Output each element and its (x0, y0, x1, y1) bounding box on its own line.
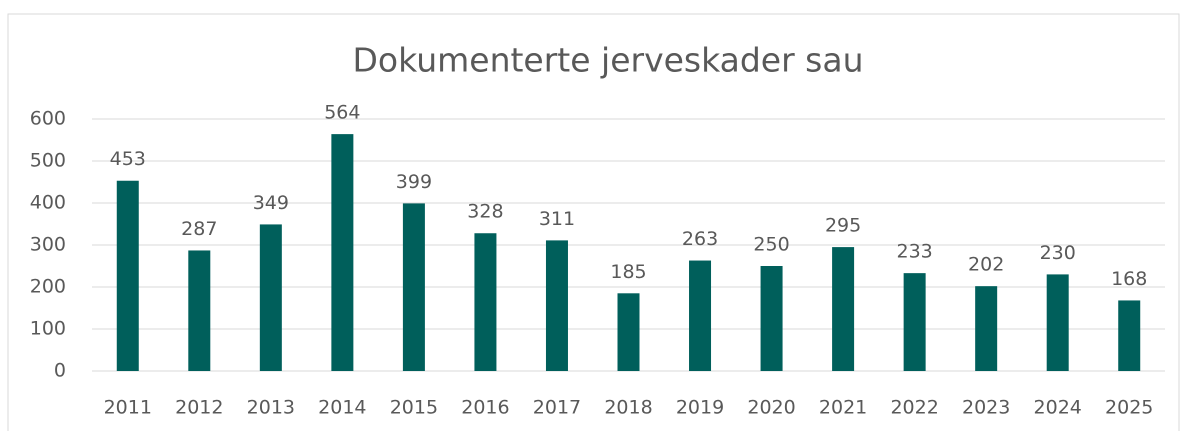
data-label: 453 (110, 148, 146, 170)
bar (402, 203, 425, 371)
x-tick-label: 2021 (819, 397, 867, 419)
x-tick-label: 2018 (604, 397, 652, 419)
data-label: 311 (539, 208, 575, 230)
data-label: 399 (396, 171, 432, 193)
x-tick-label: 2016 (461, 397, 509, 419)
x-tick-label: 2015 (390, 397, 438, 419)
data-label: 263 (682, 228, 718, 250)
data-label: 233 (897, 241, 933, 263)
y-tick-label: 500 (30, 150, 66, 172)
bar (832, 247, 855, 371)
data-label: 202 (968, 254, 1004, 276)
data-label: 349 (253, 192, 289, 214)
x-tick-label: 2017 (533, 397, 581, 419)
x-tick-label: 2023 (962, 397, 1010, 419)
y-tick-label: 600 (30, 108, 66, 130)
data-label: 295 (825, 215, 861, 237)
data-label: 250 (753, 234, 789, 256)
bar (188, 250, 211, 371)
bar (760, 266, 783, 371)
y-tick-label: 100 (30, 318, 66, 340)
chart-title: Dokumenterte jerveskader sau (353, 41, 864, 80)
x-tick-label: 2013 (247, 397, 295, 419)
bar (1046, 274, 1069, 371)
x-tick-label: 2012 (175, 397, 223, 419)
bar (474, 233, 497, 371)
bar (617, 293, 640, 371)
x-tick-label: 2019 (676, 397, 724, 419)
y-tick-label: 300 (30, 234, 66, 256)
data-label: 230 (1040, 242, 1076, 264)
data-label: 185 (610, 261, 646, 283)
x-tick-label: 2025 (1105, 397, 1153, 419)
bar (975, 286, 998, 371)
data-label: 328 (467, 201, 503, 223)
y-tick-label: 400 (30, 192, 66, 214)
bar (903, 273, 926, 371)
bar (1118, 300, 1141, 371)
data-label: 168 (1111, 268, 1147, 290)
y-tick-label: 0 (54, 360, 66, 382)
bar (545, 240, 568, 371)
data-label: 287 (181, 218, 217, 240)
y-tick-label: 200 (30, 276, 66, 298)
bar (689, 260, 712, 371)
data-label: 564 (324, 102, 360, 124)
x-tick-label: 2011 (104, 397, 152, 419)
bar (259, 224, 282, 371)
x-tick-label: 2014 (318, 397, 366, 419)
x-tick-label: 2024 (1034, 397, 1082, 419)
x-tick-label: 2020 (747, 397, 795, 419)
bar (331, 134, 354, 371)
x-tick-label: 2022 (890, 397, 938, 419)
bar (116, 180, 139, 371)
